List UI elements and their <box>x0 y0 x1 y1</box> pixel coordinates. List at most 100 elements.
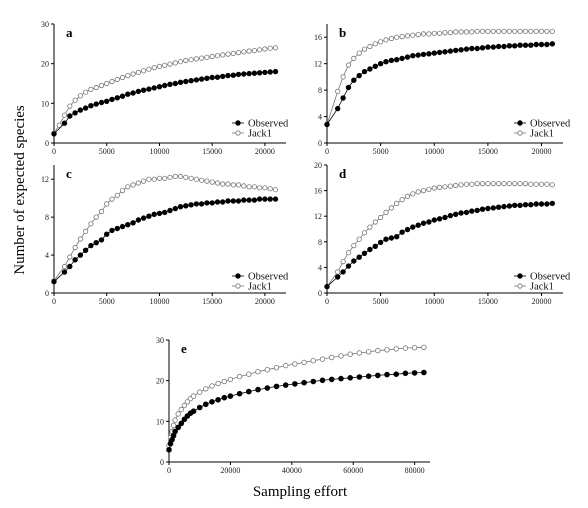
point-observed <box>196 404 203 411</box>
point-jack1 <box>170 422 177 429</box>
point-jack1 <box>420 31 427 37</box>
point-observed <box>522 42 529 48</box>
point-jack1 <box>241 49 247 55</box>
point-observed <box>98 99 105 106</box>
point-observed <box>156 84 163 90</box>
point-observed <box>209 74 215 81</box>
point-jack1 <box>267 45 273 51</box>
point-jack1 <box>361 46 368 52</box>
panel-label: d <box>339 166 347 181</box>
y-tick-label: 8 <box>318 238 322 247</box>
point-jack1 <box>310 358 316 364</box>
point-observed <box>415 52 421 58</box>
point-jack1 <box>125 184 131 190</box>
point-observed <box>365 373 372 380</box>
point-jack1 <box>119 188 126 194</box>
point-observed <box>436 216 443 222</box>
point-jack1 <box>172 173 178 179</box>
point-observed <box>490 205 496 211</box>
point-jack1 <box>236 373 243 380</box>
point-observed <box>221 394 228 401</box>
point-observed <box>188 202 194 208</box>
point-observed <box>442 49 448 55</box>
point-jack1 <box>356 50 362 56</box>
panel-e: 0 20000 40000 60000 80000 0 10 20 30 e <box>156 336 430 475</box>
x-tick-label: 20000 <box>532 147 552 156</box>
y-tick-label: 30 <box>156 336 164 345</box>
point-jack1 <box>215 380 221 387</box>
point-jack1 <box>538 28 545 34</box>
point-jack1 <box>230 182 236 188</box>
point-observed <box>140 215 147 221</box>
point-jack1 <box>319 356 326 362</box>
point-observed <box>399 55 405 62</box>
point-jack1 <box>283 362 289 369</box>
point-observed <box>426 51 432 57</box>
legend-entry-jack1: Jack1 <box>514 129 554 140</box>
point-observed <box>384 371 390 378</box>
point-observed <box>183 203 189 209</box>
point-observed <box>474 207 480 214</box>
point-jack1 <box>453 29 459 35</box>
panel-label: c <box>66 166 72 181</box>
point-observed <box>340 95 346 101</box>
point-jack1 <box>458 182 464 188</box>
point-jack1 <box>184 399 191 405</box>
point-observed <box>533 41 539 48</box>
point-jack1 <box>230 50 236 57</box>
point-observed <box>246 70 252 77</box>
point-jack1 <box>549 28 555 34</box>
point-observed <box>394 234 400 240</box>
x-tick-label: 0 <box>167 466 171 475</box>
point-observed <box>251 70 258 76</box>
x-tick-label: 80000 <box>405 466 425 475</box>
point-jack1 <box>146 66 152 72</box>
point-observed <box>458 47 464 53</box>
point-observed <box>178 420 185 427</box>
point-observed <box>220 73 226 80</box>
point-jack1 <box>196 389 203 395</box>
point-jack1 <box>501 181 507 187</box>
point-observed <box>114 95 121 101</box>
point-observed <box>267 196 273 202</box>
point-jack1 <box>251 47 257 54</box>
y-tick-label: 12 <box>41 175 49 184</box>
point-observed <box>458 210 464 216</box>
point-jack1 <box>361 230 368 236</box>
point-jack1 <box>72 244 78 251</box>
point-observed <box>375 372 381 379</box>
point-jack1 <box>204 54 210 60</box>
point-jack1 <box>272 187 279 193</box>
point-jack1 <box>156 175 163 181</box>
point-jack1 <box>272 45 279 51</box>
y-tick-label: 0 <box>45 139 49 148</box>
point-jack1 <box>356 350 363 356</box>
point-jack1 <box>199 177 205 183</box>
point-observed <box>272 68 279 75</box>
point-jack1 <box>442 29 448 36</box>
legend-entry-observed: Observed <box>514 119 571 130</box>
point-jack1 <box>77 93 84 99</box>
point-jack1 <box>183 174 189 180</box>
point-jack1 <box>340 258 346 265</box>
point-jack1 <box>415 189 421 195</box>
point-observed <box>410 224 416 230</box>
point-jack1 <box>384 347 390 353</box>
point-jack1 <box>365 349 372 355</box>
point-jack1 <box>225 51 231 57</box>
point-jack1 <box>188 175 194 181</box>
point-observed <box>404 226 411 233</box>
legend-label: Jack1 <box>530 282 554 293</box>
point-jack1 <box>474 181 480 187</box>
point-jack1 <box>522 28 529 34</box>
point-jack1 <box>203 386 209 392</box>
point-jack1 <box>88 86 94 93</box>
point-jack1 <box>426 31 432 37</box>
y-tick-label: 10 <box>41 99 49 108</box>
y-tick-label: 10 <box>156 417 164 426</box>
legend-marker <box>517 283 523 289</box>
y-axis-title: Number of expected species <box>12 105 28 275</box>
point-jack1 <box>388 205 394 211</box>
point-observed <box>93 240 99 246</box>
point-observed <box>328 376 335 383</box>
